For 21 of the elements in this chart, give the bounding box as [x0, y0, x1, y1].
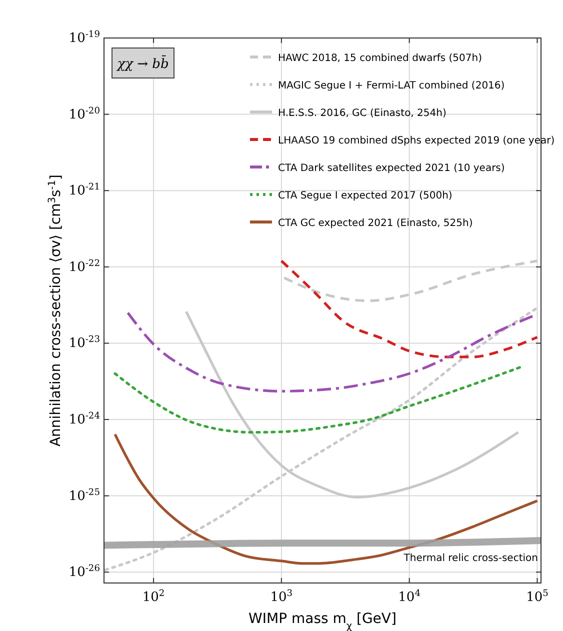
- y-tick-label: 10$^{-20}$: [68, 106, 100, 122]
- y-tick-label: 10$^{-19}$: [68, 30, 100, 46]
- y-tick-label: 10$^{-22}$: [68, 258, 100, 275]
- legend-label: H.E.S.S. 2016, GC (Einasto, 254h): [278, 108, 446, 119]
- legend-label: CTA Dark satellites expected 2021 (10 years): [278, 163, 505, 174]
- y-tick-label: 10$^{-26}$: [68, 564, 100, 580]
- x-tick-label: 10$^{5}$: [526, 589, 549, 605]
- legend-label: MAGIC Segue I + Fermi-LAT combined (2016): [278, 80, 505, 92]
- legend-label: CTA Segue I expected 2017 (500h): [278, 190, 452, 202]
- x-axis-title: WIMP mass m$_{χ}$ [GeV]: [248, 611, 396, 631]
- legend-label: CTA GC expected 2021 (Einasto, 525h): [278, 218, 473, 229]
- x-tick-label: 10$^{2}$: [142, 589, 165, 605]
- annotation: χχ → bb̄: [116, 55, 169, 72]
- y-tick-label: 10$^{-25}$: [68, 488, 100, 504]
- annotation: Thermal relic cross-section: [402, 553, 538, 564]
- y-tick-label: 10$^{-23}$: [68, 335, 100, 352]
- y-tick-label: 10$^{-21}$: [68, 182, 100, 199]
- legend-label: HAWC 2018, 15 combined dwarfs (507h): [278, 53, 482, 64]
- x-tick-label: 10$^{3}$: [270, 589, 293, 605]
- y-tick-label: 10$^{-24}$: [68, 412, 100, 428]
- x-tick-label: 10$^{4}$: [398, 589, 421, 605]
